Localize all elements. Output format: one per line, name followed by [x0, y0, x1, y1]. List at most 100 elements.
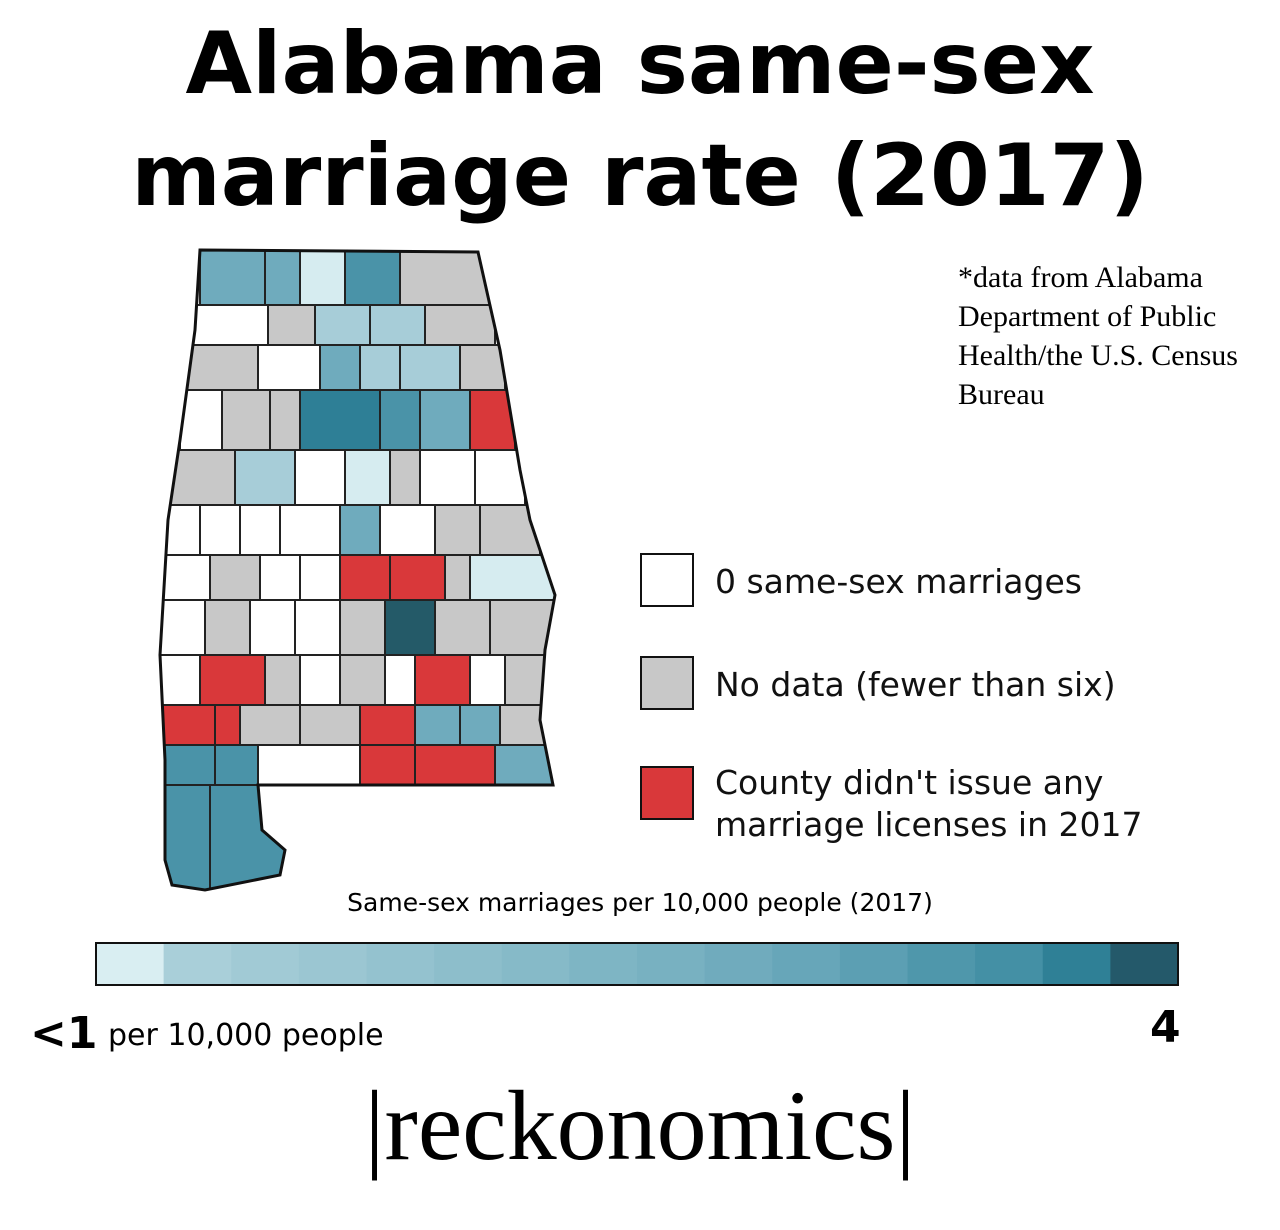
county: [264, 654, 301, 706]
scale-step: [366, 943, 435, 985]
scale-step: [569, 943, 638, 985]
county: [339, 504, 381, 556]
county: [504, 654, 555, 706]
county: [294, 599, 341, 656]
county: [259, 554, 301, 601]
county: [384, 654, 416, 706]
county: [199, 504, 241, 556]
scale-title: Same-sex marriages per 10,000 people (20…: [347, 888, 933, 917]
county: [221, 389, 271, 451]
scale-step: [637, 943, 706, 985]
legend-label: County didn't issue any marriage license…: [715, 763, 1143, 844]
county: [389, 554, 446, 601]
scale-step: [1110, 943, 1179, 985]
county: [257, 344, 321, 391]
county: [489, 599, 555, 656]
county: [214, 744, 259, 786]
county: [344, 250, 401, 306]
county: [160, 654, 201, 706]
county: [189, 304, 269, 346]
county: [384, 599, 436, 656]
color-scale: [96, 943, 1179, 985]
counties: [160, 250, 555, 890]
county: [459, 344, 506, 391]
scale-max: 4: [1150, 1002, 1181, 1053]
county: [257, 744, 361, 786]
county: [169, 449, 236, 506]
scale-step: [231, 943, 300, 985]
county: [359, 744, 416, 786]
scale-min: <1: [30, 1008, 98, 1059]
county: [434, 599, 491, 656]
county: [299, 554, 341, 601]
scale-unit: per 10,000 people: [108, 1018, 384, 1053]
county: [469, 554, 555, 601]
legend-swatch: [640, 553, 694, 607]
county: [160, 704, 216, 746]
brand: |reckonomics|: [364, 1070, 916, 1181]
county: [379, 504, 436, 556]
scale-step: [907, 943, 976, 985]
county: [214, 704, 241, 746]
scale-step: [839, 943, 908, 985]
scale-step: [434, 943, 503, 985]
county: [344, 449, 391, 506]
county: [239, 704, 301, 746]
county: [414, 704, 461, 746]
county: [160, 554, 211, 601]
county: [419, 449, 476, 506]
title: Alabama same-sex marriage rate (2017): [131, 14, 1149, 226]
county: [424, 304, 496, 346]
county: [249, 599, 296, 656]
county: [434, 504, 481, 556]
county: [499, 704, 555, 746]
county: [239, 504, 281, 556]
county: [399, 344, 461, 391]
county: [419, 389, 471, 451]
county: [474, 449, 526, 506]
scale-step: [298, 943, 367, 985]
county: [234, 449, 296, 506]
county: [359, 344, 401, 391]
county: [319, 344, 361, 391]
legend-label: No data (fewer than six): [715, 665, 1116, 704]
county: [209, 784, 301, 890]
county: [414, 654, 471, 706]
county: [299, 654, 341, 706]
county: [339, 599, 386, 656]
county: [459, 704, 501, 746]
source-note: *data from Alabama Department of Public …: [958, 261, 1238, 411]
county: [414, 744, 496, 786]
scale-step: [96, 943, 165, 985]
county: [204, 599, 251, 656]
county: [160, 599, 206, 656]
county: [160, 744, 216, 786]
county: [444, 554, 471, 601]
county: [359, 704, 416, 746]
county: [369, 304, 426, 346]
county: [199, 654, 266, 706]
county: [339, 554, 391, 601]
county: [299, 250, 346, 306]
county: [399, 250, 491, 306]
scale-step: [975, 943, 1044, 985]
legend-swatch: [640, 766, 694, 820]
county: [299, 389, 381, 451]
county: [339, 654, 386, 706]
county: [209, 554, 261, 601]
county: [267, 304, 316, 346]
county: [294, 449, 346, 506]
county: [314, 304, 371, 346]
legend-label: 0 same-sex marriages: [715, 562, 1082, 601]
state-outline: [158, 248, 557, 892]
county: [199, 250, 266, 306]
scale-step: [1042, 943, 1111, 985]
legend-swatch: [640, 656, 694, 710]
scale-step: [772, 943, 841, 985]
county: [299, 704, 361, 746]
county: [264, 250, 301, 306]
scale-border: [95, 942, 1179, 986]
scale-step: [704, 943, 773, 985]
